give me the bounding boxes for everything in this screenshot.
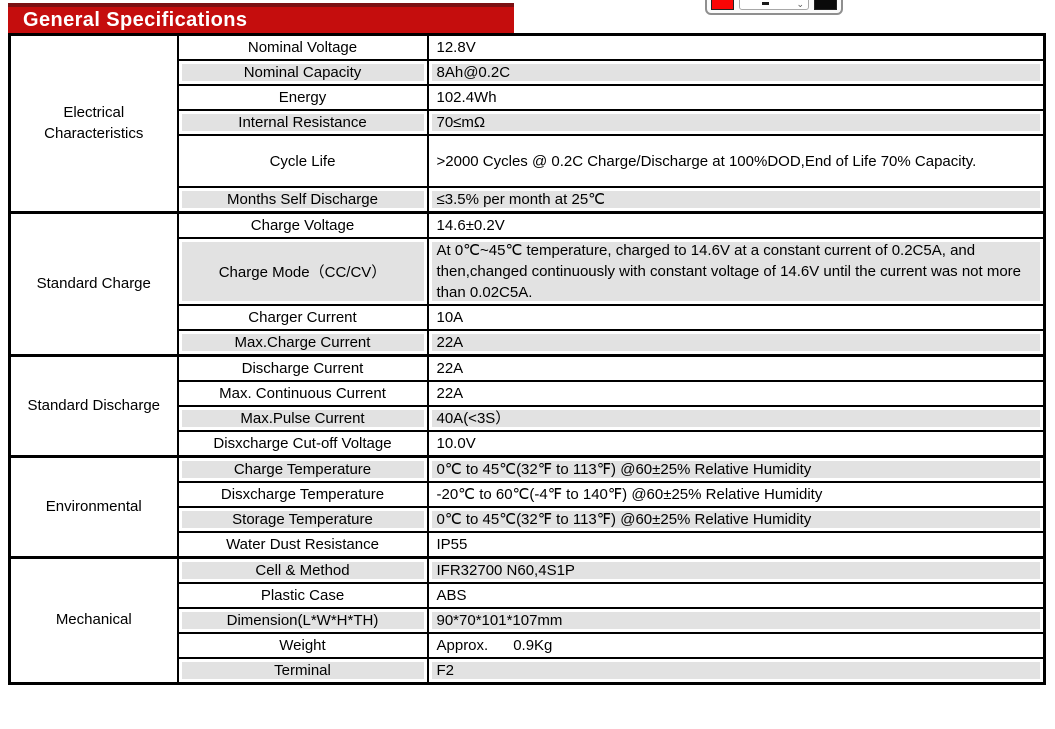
line-style-dropdown[interactable]: ⌄ — [739, 0, 809, 10]
spec-row: Mechanical Cell & Method IFR32700 N60,4S… — [8, 556, 1046, 685]
category-cell-standard-charge: Standard Charge — [8, 211, 179, 357]
specs-table: Electrical Characteristics Nominal Volta… — [8, 33, 1046, 685]
spec-value: F2 — [426, 657, 1046, 685]
red-color-swatch[interactable] — [711, 0, 734, 10]
spec-row: Terminal F2 — [10, 657, 1046, 685]
spec-label: Max. Continuous Current — [176, 380, 429, 407]
spec-value: ABS — [426, 582, 1046, 609]
spec-value: 90*70*101*107mm — [426, 607, 1046, 634]
spec-label: Internal Resistance — [176, 109, 429, 136]
spec-row: Nominal Capacity 8Ah@0.2C — [10, 59, 1046, 86]
spec-row: Charge Mode（CC/CV） At 0℃~45℃ temperature… — [10, 237, 1046, 306]
spec-row: Water Dust Resistance IP55 — [10, 531, 1046, 559]
spec-value: 14.6±0.2V — [426, 211, 1046, 239]
spec-label: Months Self Discharge — [176, 186, 429, 214]
spec-value: >2000 Cycles @ 0.2C Charge/Discharge at … — [426, 134, 1046, 188]
spec-row: Electrical Characteristics Nominal Volta… — [8, 33, 1046, 214]
spec-label: Max.Pulse Current — [176, 405, 429, 432]
spec-row: Max.Pulse Current 40A(<3S） — [10, 405, 1046, 432]
spec-row: Charger Current 10A — [10, 304, 1046, 331]
section-mechanical: Mechanical Cell & Method IFR32700 N60,4S… — [8, 556, 1046, 685]
section-standard-charge: Standard Charge Charge Voltage 14.6±0.2V… — [8, 211, 1046, 357]
spec-row: Dimension(L*W*H*TH) 90*70*101*107mm — [10, 607, 1046, 634]
spec-row: Months Self Discharge ≤3.5% per month at… — [10, 186, 1046, 214]
page-title: General Specifications — [23, 8, 248, 31]
spec-row: Disxcharge Temperature -20℃ to 60℃(-4℉ t… — [10, 481, 1046, 508]
spec-row: Standard Charge Charge Voltage 14.6±0.2V — [8, 211, 1046, 357]
spec-label: Water Dust Resistance — [176, 531, 429, 559]
spec-value: 10A — [426, 304, 1046, 331]
spec-value: 22A — [426, 354, 1046, 382]
category-cell-mechanical: Mechanical — [8, 556, 179, 685]
spec-value: 22A — [426, 329, 1046, 357]
section-environmental: Environmental Charge Temperature 0℃ to 4… — [8, 455, 1046, 559]
spec-value: At 0℃~45℃ temperature, charged to 14.6V … — [426, 237, 1046, 306]
spec-row: Storage Temperature 0℃ to 45℃(32℉ to 113… — [10, 506, 1046, 533]
spec-value: 0℃ to 45℃(32℉ to 113℉) @60±25% Relative … — [426, 506, 1046, 533]
spec-label: Max.Charge Current — [176, 329, 429, 357]
spec-label: Charge Voltage — [176, 211, 429, 239]
spec-value: 12.8V — [426, 33, 1046, 61]
spec-label: Nominal Capacity — [176, 59, 429, 86]
spec-value: IP55 — [426, 531, 1046, 559]
category-cell-standard-discharge: Standard Discharge — [8, 354, 179, 458]
spec-value: 70≤mΩ — [426, 109, 1046, 136]
spec-label: Terminal — [176, 657, 429, 685]
spec-label: Disxcharge Cut-off Voltage — [176, 430, 429, 458]
spec-label: Energy — [176, 84, 429, 111]
spec-row: Standard Discharge Discharge Current 22A — [8, 354, 1046, 458]
spec-row: Disxcharge Cut-off Voltage 10.0V — [10, 430, 1046, 458]
spec-label: Charger Current — [176, 304, 429, 331]
spec-value: 40A(<3S） — [426, 405, 1046, 432]
section-standard-discharge: Standard Discharge Discharge Current 22A… — [8, 354, 1046, 458]
black-color-swatch[interactable] — [814, 0, 837, 10]
spec-value: Approx. 0.9Kg — [426, 632, 1046, 659]
spec-label: Disxcharge Temperature — [176, 481, 429, 508]
spec-label: Dimension(L*W*H*TH) — [176, 607, 429, 634]
spec-value: 8Ah@0.2C — [426, 59, 1046, 86]
spec-row: Weight Approx. 0.9Kg — [10, 632, 1046, 659]
section-electrical-characteristics: Electrical Characteristics Nominal Volta… — [8, 33, 1046, 214]
spec-row: Energy 102.4Wh — [10, 84, 1046, 111]
section-header-bar: General Specifications — [8, 3, 514, 33]
color-picker-toolbar: ⌄ — [705, 0, 843, 15]
spec-label: Discharge Current — [176, 354, 429, 382]
spec-value: 22A — [426, 380, 1046, 407]
spec-row: Plastic Case ABS — [10, 582, 1046, 609]
spec-value: ≤3.5% per month at 25℃ — [426, 186, 1046, 214]
line-sample-icon — [761, 2, 769, 5]
spec-row: Cycle Life >2000 Cycles @ 0.2C Charge/Di… — [10, 134, 1046, 188]
spec-label: Cycle Life — [176, 134, 429, 188]
spec-label: Charge Temperature — [176, 455, 429, 483]
spec-label: Plastic Case — [176, 582, 429, 609]
spec-label: Storage Temperature — [176, 506, 429, 533]
spec-label: Charge Mode（CC/CV） — [176, 237, 429, 306]
spec-row: Max. Continuous Current 22A — [10, 380, 1046, 407]
spec-value: 10.0V — [426, 430, 1046, 458]
spec-value: IFR32700 N60,4S1P — [426, 556, 1046, 584]
chevron-down-icon: ⌄ — [796, 0, 804, 9]
category-cell-electrical: Electrical Characteristics — [8, 33, 179, 214]
category-cell-environmental: Environmental — [8, 455, 179, 559]
spec-row: Internal Resistance 70≤mΩ — [10, 109, 1046, 136]
spec-row: Environmental Charge Temperature 0℃ to 4… — [8, 455, 1046, 559]
spec-value: 102.4Wh — [426, 84, 1046, 111]
spec-value: -20℃ to 60℃(-4℉ to 140℉) @60±25% Relativ… — [426, 481, 1046, 508]
spec-label: Weight — [176, 632, 429, 659]
spec-row: Max.Charge Current 22A — [10, 329, 1046, 357]
spec-label: Nominal Voltage — [176, 33, 429, 61]
spec-value: 0℃ to 45℃(32℉ to 113℉) @60±25% Relative … — [426, 455, 1046, 483]
spec-label: Cell & Method — [176, 556, 429, 584]
